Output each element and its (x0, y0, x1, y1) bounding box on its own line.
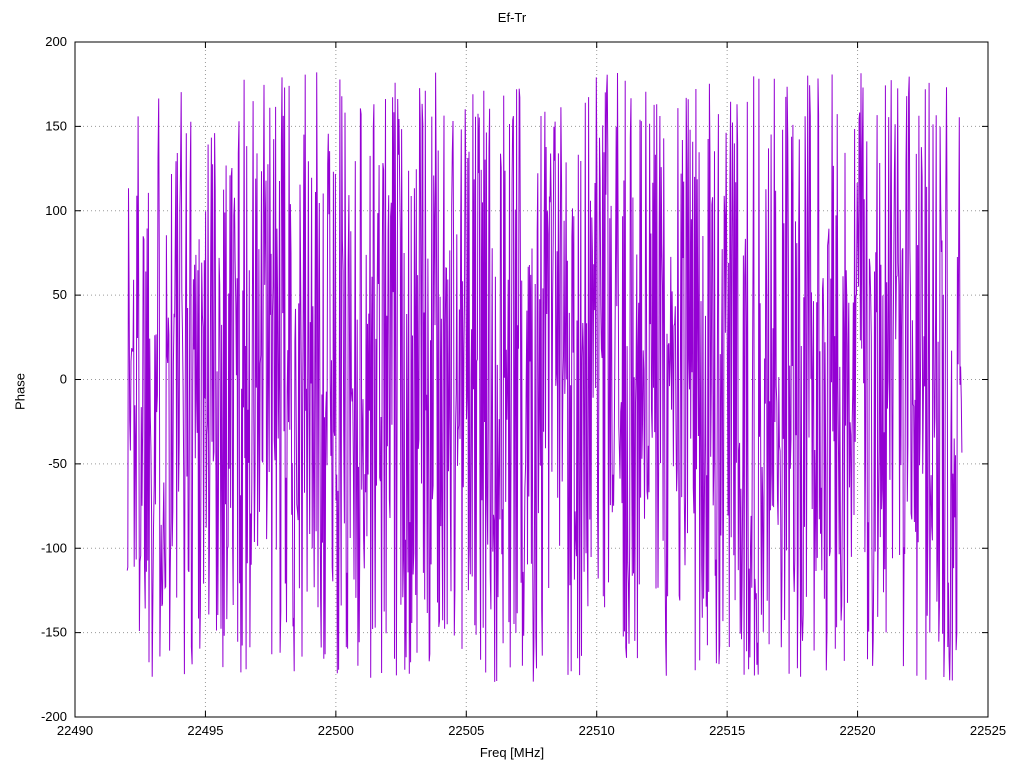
x-tick-label: 22520 (839, 723, 875, 738)
x-axis-label: Freq [MHz] (479, 745, 545, 760)
y-tick-label: 0 (60, 372, 67, 387)
x-tick-label: 22515 (709, 723, 745, 738)
y-axis-label: Phase (12, 373, 28, 410)
x-tick-label: 22525 (970, 723, 1006, 738)
y-tick-label: 100 (45, 203, 67, 218)
y-tick-label: 50 (53, 287, 67, 302)
y-tick-label: 150 (45, 118, 67, 133)
chart-title: Ef-Tr (497, 10, 527, 25)
y-tick-label: -150 (41, 625, 67, 640)
y-tick-label: -100 (41, 540, 67, 555)
y-tick-label: -50 (48, 456, 67, 471)
x-tick-label: 22490 (57, 723, 93, 738)
y-tick-label: 200 (45, 34, 67, 49)
x-tick-label: 22495 (187, 723, 223, 738)
x-tick-label: 22500 (318, 723, 354, 738)
phase-trace (126, 72, 963, 682)
x-tick-label: 22510 (579, 723, 615, 738)
y-tick-label: -200 (41, 709, 67, 724)
x-tick-label: 22505 (448, 723, 484, 738)
